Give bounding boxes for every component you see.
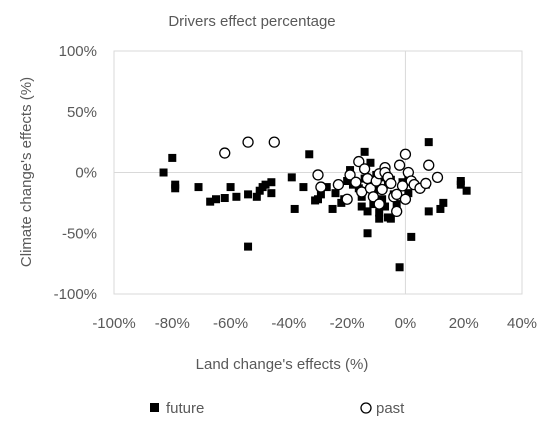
future-point xyxy=(206,197,215,206)
future-point xyxy=(226,183,235,192)
future-point xyxy=(436,204,445,213)
past-point xyxy=(353,155,365,168)
future-point xyxy=(261,180,270,189)
future-point xyxy=(363,229,372,238)
past-point xyxy=(391,205,403,218)
future-point xyxy=(305,150,314,159)
future-point xyxy=(360,147,369,156)
past-point xyxy=(391,188,403,201)
past-point xyxy=(358,163,371,175)
past-point xyxy=(315,181,327,193)
legend: future past xyxy=(150,400,405,417)
legend-marker-past xyxy=(360,402,372,414)
future-point xyxy=(395,263,404,272)
future-point xyxy=(322,183,331,192)
future-point xyxy=(232,192,241,201)
y-tick-labels: 100% 50% 0% -50% -100% xyxy=(54,43,97,303)
future-point xyxy=(220,194,229,203)
future-point xyxy=(171,184,180,193)
future-point xyxy=(343,177,352,186)
future-point xyxy=(372,185,381,194)
x-tick-label: -100% xyxy=(92,315,135,332)
future-point xyxy=(404,189,413,198)
future-point xyxy=(267,189,276,198)
past-point xyxy=(344,169,356,181)
series-past xyxy=(219,136,444,218)
future-point xyxy=(424,207,433,216)
past-point xyxy=(242,136,254,148)
x-tick-label: -40% xyxy=(271,315,306,332)
future-point xyxy=(386,214,395,223)
x-tick-label: 0% xyxy=(395,315,417,332)
future-point xyxy=(252,192,261,201)
future-point xyxy=(381,202,390,211)
y-tick-label: -50% xyxy=(62,225,97,242)
past-point xyxy=(373,198,385,210)
future-point xyxy=(462,186,471,195)
future-point xyxy=(363,207,372,216)
x-tick-label: -20% xyxy=(330,315,365,332)
past-point xyxy=(399,148,412,160)
y-tick-label: 0% xyxy=(75,165,97,182)
y-tick-label: -100% xyxy=(54,286,97,303)
future-point xyxy=(456,180,465,189)
future-point xyxy=(357,202,366,211)
future-point xyxy=(159,168,168,177)
future-point xyxy=(328,204,337,213)
x-tick-label: -80% xyxy=(155,315,190,332)
x-tick-label: 40% xyxy=(507,315,537,332)
past-point xyxy=(431,171,444,184)
x-tick-label: 20% xyxy=(449,315,479,332)
x-tick-labels: -100% -80% -60% -40% -20% 0% 20% 40% xyxy=(92,315,537,332)
past-point xyxy=(399,193,412,205)
y-tick-label: 100% xyxy=(59,43,97,60)
future-point xyxy=(244,190,253,199)
past-point xyxy=(268,136,280,148)
future-point xyxy=(299,183,308,192)
future-point xyxy=(424,138,433,147)
series-future xyxy=(159,138,471,272)
y-axis-title: Climate change's effects (%) xyxy=(18,77,35,267)
future-point xyxy=(168,153,177,162)
future-point xyxy=(316,190,325,199)
future-point xyxy=(439,198,448,207)
future-point xyxy=(287,173,296,182)
legend-marker-future xyxy=(150,403,159,412)
past-point xyxy=(396,180,409,192)
future-point xyxy=(375,214,384,223)
past-point xyxy=(376,183,388,196)
future-point xyxy=(378,195,387,204)
legend-label-future: future xyxy=(166,400,204,417)
past-point xyxy=(423,159,435,171)
future-point xyxy=(212,195,220,204)
future-point xyxy=(314,195,322,204)
future-point xyxy=(366,158,375,167)
future-point xyxy=(244,242,253,251)
legend-label-past: past xyxy=(376,400,405,417)
past-point xyxy=(420,177,432,190)
past-point xyxy=(332,178,345,191)
x-tick-label: -60% xyxy=(213,315,248,332)
future-point xyxy=(267,178,276,187)
y-tick-label: 50% xyxy=(67,104,97,121)
future-point xyxy=(369,200,378,209)
future-point xyxy=(194,183,203,192)
future-point xyxy=(407,232,416,241)
x-axis-title: Land change's effects (%) xyxy=(196,356,369,373)
past-point xyxy=(393,159,406,171)
future-point xyxy=(331,189,340,198)
past-point xyxy=(312,169,324,181)
past-point xyxy=(341,193,353,205)
chart-title: Drivers effect percentage xyxy=(168,13,335,30)
past-point xyxy=(367,191,380,203)
past-point xyxy=(385,177,397,190)
past-point xyxy=(350,176,362,188)
future-point xyxy=(392,200,401,209)
future-point xyxy=(290,204,299,213)
future-point xyxy=(375,208,384,217)
past-point xyxy=(219,147,231,159)
